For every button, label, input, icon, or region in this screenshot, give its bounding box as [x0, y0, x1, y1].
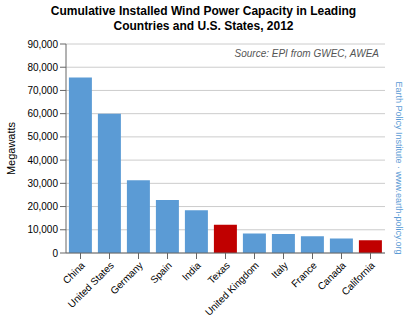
- svg-text:20,000: 20,000: [27, 201, 58, 212]
- svg-text:10,000: 10,000: [27, 224, 58, 235]
- svg-text:0: 0: [52, 248, 58, 259]
- html-text:Countries and U.S. States, 201: Countries and U.S. States, 2012: [113, 19, 294, 33]
- svg-text:Megawatts: Megawatts: [8, 121, 17, 175]
- svg-text:Canada: Canada: [315, 259, 348, 293]
- svg-text:30,000: 30,000: [27, 178, 58, 189]
- svg-text:Germany: Germany: [108, 260, 145, 297]
- svg-text:40,000: 40,000: [27, 155, 58, 166]
- svg-text:United Kingdom: United Kingdom: [203, 260, 261, 318]
- svg-text:90,000: 90,000: [27, 39, 58, 50]
- svg-text:China: China: [61, 259, 88, 286]
- html-text:Earth Policy Institute · www.e: Earth Policy Institute · www.earth-polic…: [394, 81, 404, 254]
- svg-text:70,000: 70,000: [27, 85, 58, 96]
- html-text:Cumulative Installed Wind Powe: Cumulative Installed Wind Power Capacity…: [50, 4, 357, 18]
- svg-text:Italy: Italy: [269, 260, 290, 281]
- svg-text:United States: United States: [66, 260, 116, 310]
- svg-text:India: India: [180, 259, 203, 282]
- svg-text:France: France: [289, 259, 319, 290]
- svg-text:80,000: 80,000: [27, 62, 58, 73]
- svg-text:California: California: [339, 259, 377, 297]
- svg-text:Texas: Texas: [206, 260, 232, 286]
- svg-text:50,000: 50,000: [27, 131, 58, 142]
- svg-text:60,000: 60,000: [27, 108, 58, 119]
- svg-text:Spain: Spain: [148, 260, 174, 286]
- html-text:Source: EPI from GWEC, AWEA: Source: EPI from GWEC, AWEA: [234, 48, 379, 59]
